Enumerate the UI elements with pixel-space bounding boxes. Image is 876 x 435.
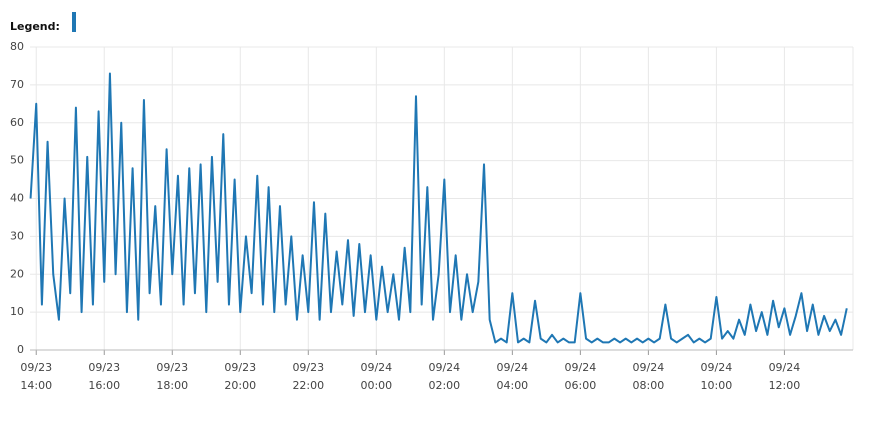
y-tick-label: 10 (10, 305, 24, 318)
y-tick-label: 30 (10, 229, 24, 242)
x-tick-label: 12:00 (769, 379, 801, 392)
legend-label: Legend: (10, 20, 60, 33)
x-tick-label: 09/23 (224, 361, 256, 374)
x-tick-label: 09/24 (701, 361, 733, 374)
x-tick-label: 09/24 (496, 361, 528, 374)
y-tick-label: 50 (10, 154, 24, 167)
x-tick-label: 00:00 (360, 379, 392, 392)
x-tick-label: 09/23 (292, 361, 324, 374)
x-tick-label: 09/24 (428, 361, 460, 374)
y-tick-label: 20 (10, 267, 24, 280)
x-tick-label: 09/24 (633, 361, 665, 374)
x-tick-label: 16:00 (88, 379, 120, 392)
x-tick-label: 02:00 (428, 379, 460, 392)
x-tick-label: 09/23 (20, 361, 52, 374)
y-tick-label: 40 (10, 192, 24, 205)
x-tick-label: 20:00 (224, 379, 256, 392)
y-tick-label: 60 (10, 116, 24, 129)
x-tick-label: 22:00 (292, 379, 324, 392)
x-tick-label: 09/24 (769, 361, 801, 374)
x-tick-label: 08:00 (633, 379, 665, 392)
x-tick-label: 09/23 (88, 361, 120, 374)
legend-swatch (72, 12, 76, 32)
y-tick-label: 70 (10, 78, 24, 91)
x-tick-label: 06:00 (565, 379, 597, 392)
x-tick-label: 04:00 (496, 379, 528, 392)
x-tick-label: 10:00 (701, 379, 733, 392)
y-tick-label: 0 (17, 343, 24, 356)
x-tick-label: 09/24 (565, 361, 597, 374)
x-tick-label: 09/23 (156, 361, 188, 374)
series-line (29, 72, 848, 344)
y-tick-label: 80 (10, 40, 24, 53)
x-tick-label: 14:00 (20, 379, 52, 392)
x-tick-label: 18:00 (156, 379, 188, 392)
x-tick-label: 09/24 (360, 361, 392, 374)
